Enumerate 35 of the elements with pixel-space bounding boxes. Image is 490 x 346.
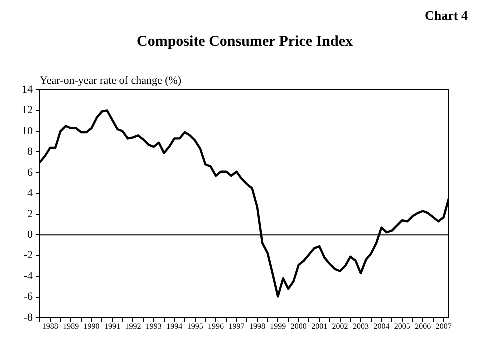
x-tick-label: 1996 — [208, 322, 224, 331]
x-tick-label: 2007 — [436, 322, 452, 331]
x-tick-label: 2005 — [394, 322, 410, 331]
x-tick-label: 2003 — [352, 322, 369, 331]
y-tick-label: 6 — [28, 166, 34, 179]
x-tick-label: 1995 — [187, 322, 204, 331]
y-tick-label: 10 — [22, 125, 34, 138]
y-tick-label: -8 — [24, 312, 34, 324]
x-tick-label: 2006 — [415, 322, 432, 331]
x-tick-label: 1989 — [63, 322, 80, 331]
y-axis-title: Year-on-year rate of change (%) — [40, 75, 182, 87]
x-tick-label: 1998 — [249, 322, 266, 331]
x-tick-label: 2001 — [312, 322, 328, 331]
x-tick-label: 2000 — [290, 322, 307, 331]
x-tick-label: 1990 — [84, 322, 100, 331]
chart-title: Composite Consumer Price Index — [136, 34, 354, 51]
y-tick-label: 14 — [22, 84, 34, 96]
caption: Chart 4 — [425, 8, 468, 24]
x-tick-label: 1992 — [125, 322, 142, 331]
y-tick-label: -4 — [24, 270, 34, 282]
y-tick-label: 12 — [22, 104, 33, 117]
x-tick-label: 1991 — [104, 322, 120, 331]
x-tick-label: 1988 — [42, 322, 58, 331]
y-tick-label: -6 — [24, 291, 34, 304]
x-tick-label: 1994 — [166, 322, 183, 331]
x-tick-label: 1997 — [228, 322, 245, 331]
y-tick-label: 0 — [28, 228, 34, 241]
x-tick-label: 2004 — [374, 322, 390, 331]
x-tick-label: 1999 — [270, 322, 286, 331]
y-tick-label: 4 — [28, 188, 34, 200]
y-tick-label: 2 — [28, 208, 33, 220]
x-tick-label: 2002 — [332, 322, 348, 331]
y-tick-label: 8 — [28, 146, 34, 158]
y-tick-label: -2 — [24, 250, 33, 262]
x-tick-label: 1993 — [146, 322, 162, 331]
